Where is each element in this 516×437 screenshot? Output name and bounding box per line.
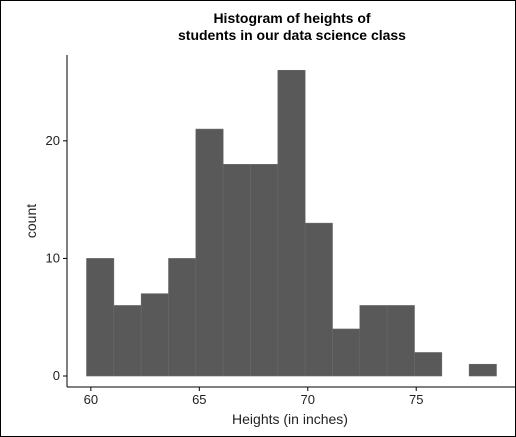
bar <box>168 258 197 377</box>
bar <box>222 164 251 377</box>
x-tick-label: 60 <box>84 392 98 407</box>
y-tick-label: 10 <box>46 250 60 265</box>
bar <box>468 363 497 377</box>
chart-title: Histogram of heights of <box>213 10 370 26</box>
bar <box>414 352 443 377</box>
y-tick-label: 20 <box>46 133 60 148</box>
bar <box>386 305 415 377</box>
bar <box>86 258 115 377</box>
y-axis-label: count <box>23 204 39 238</box>
bar <box>304 222 333 377</box>
y-tick-label: 0 <box>53 368 60 383</box>
x-axis-label: Heights (in inches) <box>232 411 348 427</box>
x-tick-label: 65 <box>192 392 206 407</box>
x-tick-label: 70 <box>301 392 315 407</box>
x-tick-label: 75 <box>409 392 423 407</box>
bar <box>277 69 306 377</box>
chart-title: students in our data science class <box>178 27 406 43</box>
bar <box>332 328 361 377</box>
bar <box>113 305 142 377</box>
bar <box>359 305 388 377</box>
bar <box>250 164 279 377</box>
bar <box>195 128 224 377</box>
bar <box>140 293 169 377</box>
